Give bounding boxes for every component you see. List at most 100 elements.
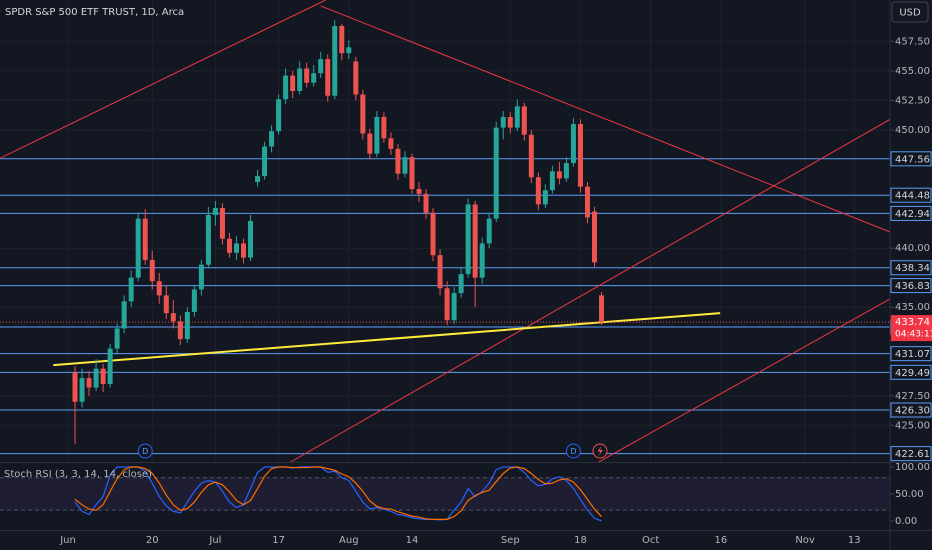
y-tick-label: 452.50	[895, 95, 930, 106]
level-label-box	[890, 278, 932, 294]
candle-body	[430, 212, 436, 256]
candle-body	[346, 47, 352, 54]
x-tick-label: Aug	[339, 535, 359, 546]
candle-body	[177, 321, 183, 340]
candle-body	[100, 368, 106, 385]
currency-label[interactable]: USD	[899, 8, 921, 19]
candle-body	[283, 75, 289, 100]
candle-body	[311, 73, 317, 83]
candle-body	[549, 171, 555, 191]
candle-body	[479, 243, 485, 278]
candle-body	[458, 274, 464, 294]
candle-body	[114, 328, 120, 349]
level-label-box	[890, 364, 932, 380]
candle-body	[542, 190, 548, 205]
x-tick-label: 18	[574, 535, 587, 546]
level-label-box	[890, 205, 932, 221]
candle-body	[416, 189, 422, 194]
candle-body	[205, 215, 211, 265]
x-tick-label: 20	[146, 535, 159, 546]
currency-button[interactable]	[891, 1, 929, 23]
y-tick-label: 455.00	[895, 66, 930, 77]
candle-body	[297, 68, 303, 91]
candle-body	[423, 193, 429, 213]
candle-body	[142, 218, 148, 260]
candle-body	[262, 146, 268, 177]
trendline	[290, 118, 890, 462]
trendline	[320, 5, 890, 233]
candle-body	[72, 372, 78, 402]
candle-body	[486, 218, 492, 244]
x-tick-label: Nov	[795, 535, 815, 546]
event-label: D	[142, 447, 148, 456]
candle-body	[577, 124, 583, 187]
level-label: 436.83	[895, 281, 930, 292]
candle-body	[276, 99, 282, 132]
last-price-label: 433.74	[895, 317, 930, 328]
candle-body	[360, 94, 366, 134]
y-tick-label: 100.00	[895, 462, 930, 473]
candle-body	[269, 131, 275, 147]
event-marker	[565, 443, 581, 459]
candle-body	[402, 157, 408, 174]
candle-body	[163, 295, 169, 314]
candle-body	[493, 127, 499, 219]
candle-body	[521, 106, 527, 135]
level-label-box	[890, 260, 932, 276]
band-fill	[0, 477, 890, 511]
trendline	[598, 298, 890, 462]
level-label: 429.49	[895, 368, 930, 379]
candle-body	[212, 207, 218, 216]
x-tick-label: Sep	[501, 535, 520, 546]
candle-body	[255, 176, 261, 182]
candle-body	[584, 186, 590, 218]
candle-body	[128, 277, 134, 302]
candle-body	[507, 116, 513, 128]
candle-body	[444, 288, 450, 321]
candle-body	[332, 25, 338, 96]
candle-body	[381, 116, 387, 139]
candle-body	[563, 163, 569, 179]
level-label-box	[890, 446, 932, 462]
chart-title: SPDR S&P 500 ETF TRUST, 1D, Arca	[5, 7, 184, 18]
indicator-pane	[0, 466, 890, 522]
y-tick-label: 427.50	[895, 391, 930, 402]
candle-body	[325, 59, 331, 96]
candle-body	[219, 207, 225, 239]
price-pane	[0, 0, 890, 462]
candle-body	[184, 311, 190, 340]
y-tick-label: 450.00	[895, 125, 930, 136]
x-tick-label: Jun	[59, 535, 76, 546]
x-tick-label: 14	[406, 535, 419, 546]
candle-body	[437, 255, 443, 289]
level-label: 444.48	[895, 191, 930, 202]
candle-body	[367, 133, 373, 154]
alert-icon[interactable]	[592, 443, 608, 459]
candle-body	[451, 293, 457, 321]
candle-body	[395, 148, 401, 174]
indicator-line	[74, 466, 602, 520]
level-label: 426.30	[895, 406, 930, 417]
candle-body	[304, 68, 310, 83]
x-tick-label: 13	[848, 535, 861, 546]
level-label-box	[890, 402, 932, 418]
candle-body	[86, 378, 92, 388]
candle-body	[93, 368, 99, 388]
y-tick-label: 457.50	[895, 36, 930, 47]
candle-body	[514, 106, 520, 128]
level-label-box	[890, 187, 932, 203]
candle-body	[121, 301, 127, 329]
candle-body	[353, 61, 359, 95]
level-label: 438.34	[895, 263, 930, 274]
level-label: 431.07	[895, 349, 930, 360]
candle-body	[149, 259, 155, 282]
candle-body	[465, 204, 471, 275]
candle-body	[191, 289, 197, 312]
level-label: 422.61	[895, 449, 930, 460]
candle-body	[535, 177, 541, 205]
trendline	[0, 0, 326, 159]
axes: 457.50 455.00 452.50 450.00 440.00 435.00 427.…	[59, 36, 932, 546]
y-tick-label: 440.00	[895, 243, 930, 254]
